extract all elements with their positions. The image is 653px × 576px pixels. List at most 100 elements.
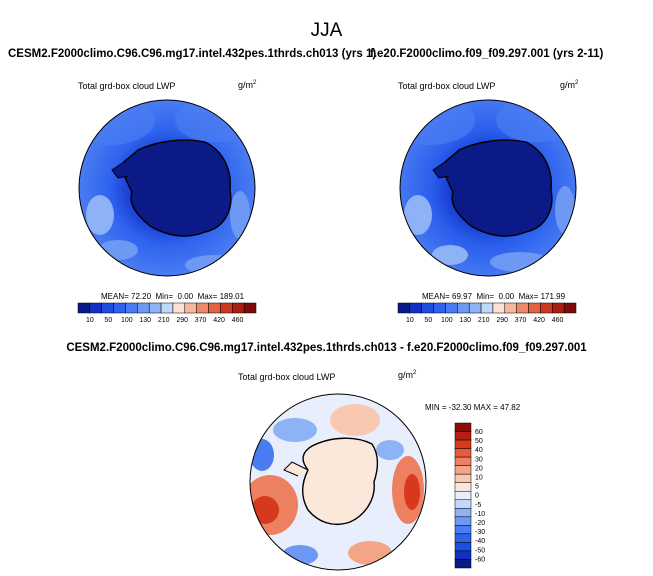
panel3-stats: MIN = -32.30 MAX = 47.82 xyxy=(425,403,521,412)
panel3-colorbar-swatch xyxy=(454,473,472,483)
panel2-colorbar-tick-label: 420 xyxy=(533,317,545,324)
panel3-colorbar-tick-label: -60 xyxy=(475,556,485,563)
panel1-colorbar: 10 50 100 130 210 290 370 420 460 xyxy=(77,302,257,324)
panel3-colorbar-swatch xyxy=(454,533,472,543)
panel2-colorbar-swatch xyxy=(433,302,446,314)
panel2-map-border xyxy=(399,99,577,277)
panel1-case-title: CESM2.F2000climo.C96.C96.mg17.intel.432p… xyxy=(8,48,377,60)
panel1-colorbar-swatch xyxy=(113,302,126,314)
panel2-colorbar-tick-label: 50 xyxy=(424,317,432,324)
panel3-colorbar-tick-label: -5 xyxy=(475,502,481,509)
panel1-colorbar-swatch xyxy=(208,302,221,314)
panel3-units: g/m2 xyxy=(398,370,417,380)
panel3-colorbar-tick-label: 0 xyxy=(475,493,479,500)
panel3-colorbar-tick-label: 10 xyxy=(475,475,483,482)
panel3-colorbar-swatch xyxy=(454,542,472,552)
panel1-colorbar-swatch xyxy=(77,302,91,314)
panel3-colorbar-swatch xyxy=(454,550,472,560)
panel2-colorbar-tick-label: 130 xyxy=(459,317,471,324)
panel1-colorbar-swatch xyxy=(184,302,197,314)
panel2-colorbar-swatch xyxy=(421,302,434,314)
panel1-variable-title: Total grd-box cloud LWP xyxy=(78,81,176,91)
panel3-colorbar-swatch xyxy=(454,499,472,509)
panel1-colorbar-tick-label: 100 xyxy=(121,317,133,324)
panel3-colorbar-swatch xyxy=(454,516,472,526)
panel3-colorbar-swatch xyxy=(454,525,472,535)
panel1-colorbar-swatch xyxy=(196,302,209,314)
panel1-colorbar-tick-label: 420 xyxy=(213,317,225,324)
panel2-colorbar: 10 50 100 130 210 290 370 420 460 xyxy=(397,302,577,324)
panel2-colorbar-tick-label: 290 xyxy=(496,317,508,324)
panel3-colorbar-tick-label: -10 xyxy=(475,511,485,518)
panel3-colorbar-tick-label: 30 xyxy=(475,456,483,463)
panel1-colorbar-swatch xyxy=(125,302,138,314)
panel3-colorbar-swatch xyxy=(454,431,472,441)
panel1-map xyxy=(79,100,255,276)
panel1-colorbar-tick-label: 130 xyxy=(139,317,151,324)
panel2-colorbar-tick-label: 460 xyxy=(552,317,564,324)
panel3-map xyxy=(250,394,426,570)
panel1-stats: MEAN= 72.20 Min= 0.00 Max= 189.01 xyxy=(101,292,245,301)
panel2-colorbar-swatch xyxy=(516,302,529,314)
panel1-colorbar-swatch xyxy=(232,302,245,314)
panel1-colorbar-tick-label: 10 xyxy=(86,317,94,324)
panel3-colorbar-swatch xyxy=(454,456,472,466)
panel3-colorbar-tick-label: -40 xyxy=(475,538,485,545)
panel2-map xyxy=(400,100,576,276)
panel2-colorbar-swatch xyxy=(540,302,553,314)
panel2-colorbar-swatch xyxy=(504,302,517,314)
panel3-colorbar-tick-label: 60 xyxy=(475,429,483,436)
panel2-colorbar-swatch xyxy=(397,302,411,314)
panel3-colorbar-tick-label: 50 xyxy=(475,438,483,445)
panel3-colorbar-tick-label: 5 xyxy=(475,484,479,491)
panel2-colorbar-tick-label: 210 xyxy=(478,317,490,324)
panel3-colorbar-swatch xyxy=(454,448,472,458)
panel1-colorbar-swatch xyxy=(89,302,102,314)
panel2-colorbar-swatch xyxy=(457,302,470,314)
panel3-case-title: CESM2.F2000climo.C96.C96.mg17.intel.432p… xyxy=(66,342,587,354)
panel2-colorbar-swatch xyxy=(480,302,494,314)
panel2-colorbar-tick-label: 370 xyxy=(515,317,527,324)
panel3-colorbar-tick-label: -30 xyxy=(475,529,485,536)
panel1-colorbar-swatch xyxy=(172,302,186,314)
panel3-colorbar-swatch xyxy=(454,508,472,518)
panel1-units: g/m2 xyxy=(238,80,257,90)
panel1-colorbar-swatch xyxy=(101,302,114,314)
panel1-colorbar-tick-label: 290 xyxy=(176,317,188,324)
panel3-colorbar-swatch xyxy=(454,422,472,432)
panel3-colorbar-swatch xyxy=(454,439,472,449)
panel3-colorbar-tick-label: -50 xyxy=(475,547,485,554)
panel2-colorbar-swatch xyxy=(409,302,422,314)
panel2-colorbar-swatch xyxy=(528,302,541,314)
panel3-colorbar-swatch xyxy=(454,490,472,501)
panel2-units: g/m2 xyxy=(560,80,579,90)
panel2-colorbar-tick-label: 10 xyxy=(406,317,414,324)
panel3-colorbar-swatch xyxy=(454,559,472,569)
panel1-colorbar-swatch xyxy=(148,302,162,314)
panel2-colorbar-swatch xyxy=(445,302,458,314)
panel2-colorbar-swatch xyxy=(492,302,506,314)
panel2-colorbar-swatch xyxy=(552,302,565,314)
panel3-colorbar-tick-label: -20 xyxy=(475,520,485,527)
panel3-colorbar-tick-label: 40 xyxy=(475,447,483,454)
panel1-colorbar-tick-label: 460 xyxy=(232,317,244,324)
panel2-case-title: f.e20.F2000climo.f09_f09.297.001 (yrs 2-… xyxy=(370,48,604,60)
main-title: JJA xyxy=(310,20,343,41)
panel2-colorbar-swatch xyxy=(563,302,577,314)
panel1-colorbar-swatch xyxy=(243,302,257,314)
panel3-colorbar-tick-label: 20 xyxy=(475,465,483,472)
panel1-colorbar-tick-label: 370 xyxy=(195,317,207,324)
panel3-colorbar-swatch xyxy=(454,465,472,475)
panel3-map-border xyxy=(249,393,427,571)
panel2-variable-title: Total grd-box cloud LWP xyxy=(398,81,496,91)
panel1-colorbar-tick-label: 210 xyxy=(158,317,170,324)
panel1-colorbar-tick-label: 50 xyxy=(104,317,112,324)
panel3-colorbar-swatch xyxy=(454,482,472,492)
panel3-variable-title: Total grd-box cloud LWP xyxy=(238,372,336,382)
panel2-stats: MEAN= 69.97 Min= 0.00 Max= 171.99 xyxy=(422,292,566,301)
panel1-map-border xyxy=(78,99,256,277)
panel1-colorbar-swatch xyxy=(137,302,150,314)
panel2-colorbar-swatch xyxy=(468,302,482,314)
